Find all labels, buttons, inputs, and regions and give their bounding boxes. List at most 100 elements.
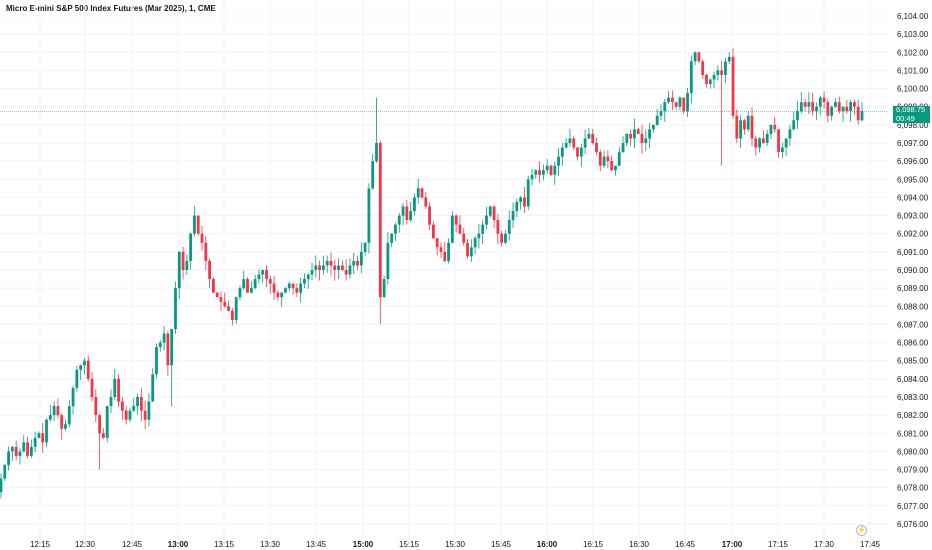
price-tick-label: 6,076.00 bbox=[897, 520, 929, 529]
candle-down bbox=[458, 224, 462, 234]
candle-up bbox=[409, 211, 413, 221]
candle-up bbox=[397, 215, 401, 225]
candle-up bbox=[284, 288, 287, 293]
candle-up bbox=[614, 165, 617, 171]
grid-lines bbox=[0, 0, 888, 540]
candle-down bbox=[139, 397, 143, 411]
candle-down bbox=[853, 102, 856, 107]
candle-down bbox=[500, 233, 504, 243]
candle-up bbox=[322, 265, 325, 270]
candle-down bbox=[670, 97, 674, 103]
time-tick-label: 17:15 bbox=[768, 540, 789, 549]
candle-up bbox=[162, 333, 166, 343]
candle-up bbox=[158, 342, 162, 348]
candle-down bbox=[735, 115, 739, 139]
candle-up bbox=[541, 170, 545, 175]
candle-up bbox=[678, 97, 682, 107]
candle-down bbox=[754, 138, 758, 148]
candle-up bbox=[830, 106, 834, 116]
time-tick-label: 12:30 bbox=[75, 540, 96, 549]
candle-up bbox=[71, 387, 75, 407]
candle-down bbox=[549, 165, 553, 175]
candle-up bbox=[686, 93, 689, 112]
candle-up bbox=[568, 138, 572, 143]
candle-down bbox=[215, 292, 219, 298]
candle-up bbox=[128, 410, 132, 420]
candle-up bbox=[352, 260, 356, 266]
candle-up bbox=[849, 102, 853, 112]
candle-down bbox=[318, 265, 322, 270]
candle-up bbox=[363, 242, 367, 252]
candle-down bbox=[117, 378, 120, 402]
candle-down bbox=[856, 106, 860, 121]
candle-up bbox=[860, 111, 864, 121]
candle-down bbox=[428, 206, 432, 225]
price-tick-label: 6,085.00 bbox=[897, 357, 929, 366]
candle-down bbox=[291, 283, 295, 289]
candle-down bbox=[333, 265, 337, 270]
candle-up bbox=[708, 79, 712, 85]
candle-down bbox=[268, 279, 272, 284]
candle-up bbox=[310, 270, 314, 275]
candle-up bbox=[371, 161, 375, 189]
candle-up bbox=[788, 129, 792, 139]
candle-down bbox=[595, 143, 598, 153]
candle-up bbox=[306, 274, 310, 280]
candle-up bbox=[136, 397, 139, 407]
candle-up bbox=[625, 133, 629, 143]
candle-up bbox=[299, 283, 303, 293]
candle-up bbox=[113, 378, 117, 397]
candle-down bbox=[120, 401, 124, 411]
candle-up bbox=[712, 74, 716, 80]
candle-up bbox=[473, 238, 477, 248]
price-tick-label: 6,081.00 bbox=[897, 429, 929, 438]
lightning-icon[interactable]: ⚡ bbox=[856, 525, 867, 536]
candle-down bbox=[845, 106, 849, 112]
candle-up bbox=[769, 124, 773, 134]
candles bbox=[0, 48, 864, 499]
candle-up bbox=[633, 129, 636, 139]
candle-up bbox=[170, 328, 174, 366]
candle-up bbox=[488, 206, 492, 216]
candle-down bbox=[26, 442, 29, 456]
candle-down bbox=[181, 251, 185, 270]
candle-up bbox=[242, 279, 246, 289]
price-tick-label: 6,097.00 bbox=[897, 139, 929, 148]
candle-up bbox=[287, 283, 291, 289]
candle-down bbox=[200, 233, 204, 243]
time-axis[interactable]: 12:15 12:30 12:45 13:00 13:15 13:30 13:45 15:00… bbox=[30, 540, 881, 549]
time-tick-label: 15:00 bbox=[353, 540, 374, 549]
candle-up bbox=[579, 147, 583, 157]
candle-down bbox=[701, 61, 705, 75]
candle-down bbox=[674, 102, 678, 107]
candle-up bbox=[447, 242, 450, 261]
candle-up bbox=[83, 360, 86, 366]
candle-down bbox=[496, 220, 500, 234]
candle-up bbox=[3, 465, 7, 479]
candle-down bbox=[705, 74, 708, 85]
candle-up bbox=[617, 152, 621, 166]
candle-up bbox=[249, 288, 253, 293]
candle-down bbox=[98, 415, 102, 434]
candle-up bbox=[739, 120, 743, 139]
candle-down bbox=[822, 97, 826, 103]
candle-up bbox=[485, 215, 488, 225]
candle-down bbox=[420, 188, 424, 198]
price-tick-label: 6,086.00 bbox=[897, 339, 929, 348]
price-tick-label: 6,093.00 bbox=[897, 212, 929, 221]
candle-up bbox=[52, 406, 56, 416]
candle-down bbox=[598, 152, 602, 166]
current-price-badge: 6,098.75 00:49 bbox=[893, 105, 930, 123]
price-tick-label: 6,077.00 bbox=[897, 502, 929, 511]
candle-up bbox=[519, 197, 523, 202]
candle-up bbox=[621, 143, 625, 153]
candle-up bbox=[7, 451, 10, 466]
candle-up bbox=[545, 165, 549, 171]
candle-up bbox=[792, 120, 796, 130]
price-axis[interactable]: 6,076.00 6,077.00 6,078.00 6,079.00 6,080.00… bbox=[897, 12, 929, 529]
candle-up bbox=[303, 279, 306, 284]
candle-down bbox=[435, 238, 439, 248]
candle-up bbox=[151, 374, 155, 402]
candle-down bbox=[272, 283, 276, 293]
